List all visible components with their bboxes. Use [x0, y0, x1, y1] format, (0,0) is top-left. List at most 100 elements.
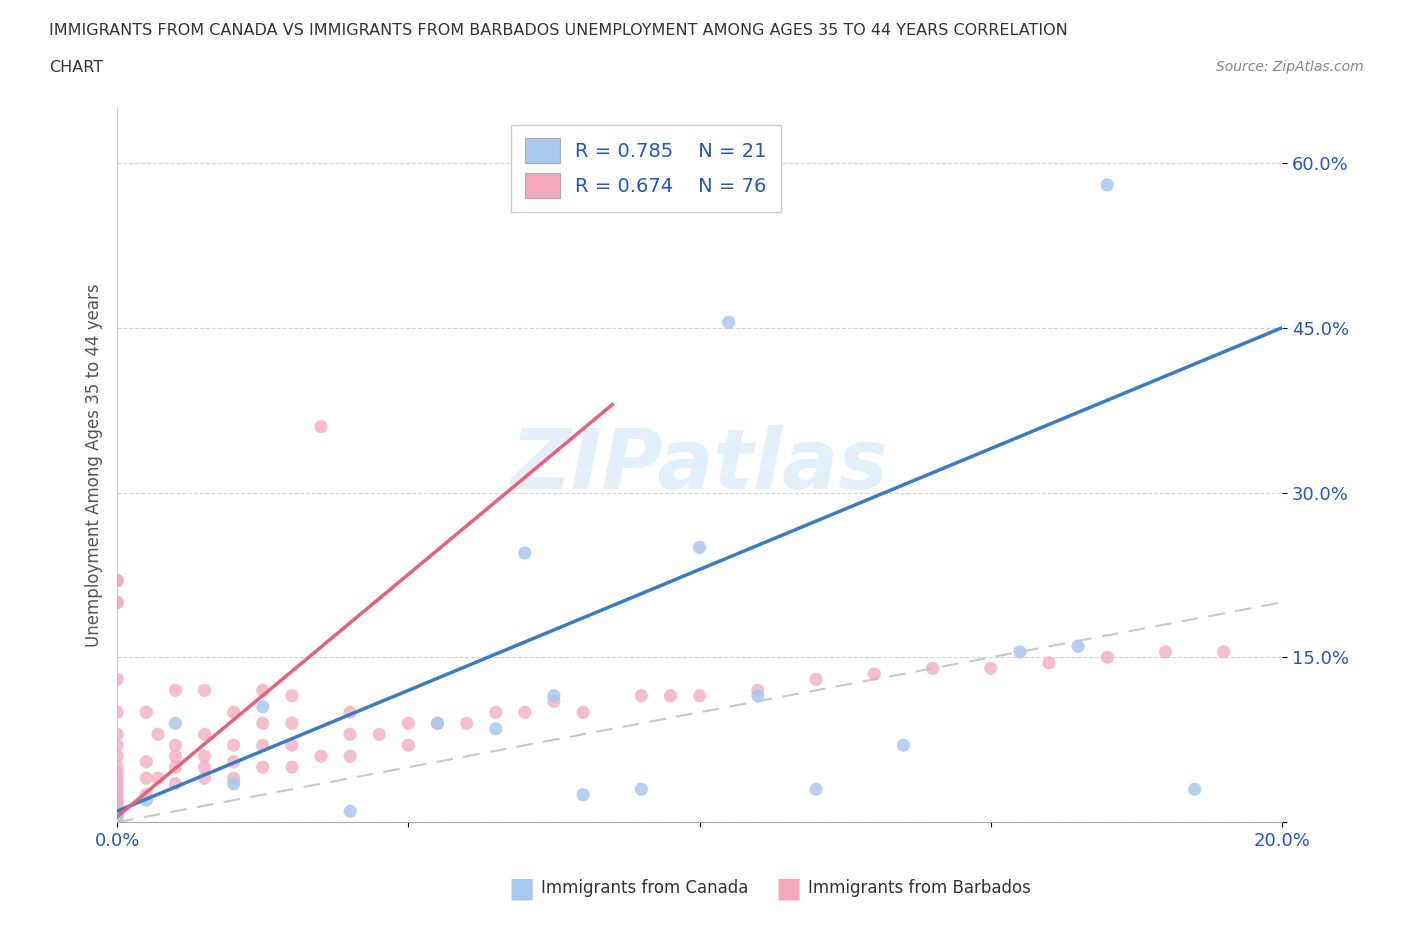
Point — [105, 809, 128, 824]
Point — [1097, 178, 1119, 193]
Point — [105, 737, 128, 752]
Point — [339, 804, 361, 818]
Point — [193, 771, 215, 786]
Point — [1212, 644, 1234, 659]
Point — [921, 661, 943, 676]
Point — [630, 782, 652, 797]
Point — [252, 737, 274, 752]
Point — [747, 683, 769, 698]
Point — [513, 546, 536, 561]
Point — [426, 716, 449, 731]
Point — [252, 760, 274, 775]
Point — [105, 771, 128, 786]
Point — [193, 683, 215, 698]
Point — [105, 727, 128, 742]
Point — [513, 705, 536, 720]
Point — [339, 705, 361, 720]
Point — [893, 737, 915, 752]
Point — [1008, 644, 1031, 659]
Point — [105, 777, 128, 791]
Point — [485, 722, 508, 737]
Point — [135, 788, 157, 803]
Point — [252, 683, 274, 698]
Point — [747, 688, 769, 703]
Point — [980, 661, 1002, 676]
Point — [105, 595, 128, 610]
Point — [252, 716, 274, 731]
Point — [105, 765, 128, 780]
Point — [165, 683, 187, 698]
Point — [193, 727, 215, 742]
Point — [252, 699, 274, 714]
Point — [309, 749, 332, 764]
Point — [485, 705, 508, 720]
Point — [165, 760, 187, 775]
Text: Source: ZipAtlas.com: Source: ZipAtlas.com — [1216, 60, 1364, 74]
Text: ■: ■ — [508, 874, 534, 902]
Point — [165, 749, 187, 764]
Point — [105, 595, 128, 610]
Text: ■: ■ — [775, 874, 801, 902]
Text: ZIPatlas: ZIPatlas — [510, 425, 889, 506]
Point — [165, 737, 187, 752]
Point — [281, 688, 304, 703]
Point — [572, 705, 595, 720]
Point — [863, 667, 886, 682]
Point — [281, 716, 304, 731]
Point — [804, 671, 827, 686]
Point — [105, 792, 128, 807]
Text: IMMIGRANTS FROM CANADA VS IMMIGRANTS FROM BARBADOS UNEMPLOYMENT AMONG AGES 35 TO: IMMIGRANTS FROM CANADA VS IMMIGRANTS FRO… — [49, 23, 1069, 38]
Point — [222, 754, 245, 769]
Point — [339, 749, 361, 764]
Text: CHART: CHART — [49, 60, 103, 75]
Point — [659, 688, 682, 703]
Point — [222, 771, 245, 786]
Point — [105, 760, 128, 775]
Point — [572, 788, 595, 803]
Point — [543, 694, 565, 709]
Point — [1154, 644, 1177, 659]
Point — [105, 788, 128, 803]
Point — [105, 804, 128, 818]
Legend: R = 0.785    N = 21, R = 0.674    N = 76: R = 0.785 N = 21, R = 0.674 N = 76 — [512, 125, 780, 212]
Point — [165, 777, 187, 791]
Text: Immigrants from Barbados: Immigrants from Barbados — [808, 879, 1032, 897]
Point — [105, 705, 128, 720]
Text: Immigrants from Canada: Immigrants from Canada — [541, 879, 748, 897]
Point — [222, 737, 245, 752]
Point — [368, 727, 391, 742]
Point — [146, 727, 169, 742]
Point — [105, 795, 128, 810]
Point — [543, 688, 565, 703]
Point — [222, 705, 245, 720]
Point — [456, 716, 478, 731]
Point — [339, 727, 361, 742]
Point — [630, 688, 652, 703]
Point — [309, 419, 332, 434]
Point — [1184, 782, 1206, 797]
Point — [281, 760, 304, 775]
Y-axis label: Unemployment Among Ages 35 to 44 years: Unemployment Among Ages 35 to 44 years — [86, 284, 103, 647]
Point — [396, 716, 419, 731]
Point — [105, 671, 128, 686]
Point — [105, 806, 128, 821]
Point — [135, 754, 157, 769]
Point — [689, 540, 711, 555]
Point — [1067, 639, 1090, 654]
Point — [135, 705, 157, 720]
Point — [135, 792, 157, 807]
Point — [193, 760, 215, 775]
Point — [689, 688, 711, 703]
Point — [281, 737, 304, 752]
Point — [105, 749, 128, 764]
Point — [105, 798, 128, 813]
Point — [105, 573, 128, 588]
Point — [717, 315, 740, 330]
Point — [146, 771, 169, 786]
Point — [193, 749, 215, 764]
Point — [165, 716, 187, 731]
Point — [1097, 650, 1119, 665]
Point — [222, 777, 245, 791]
Point — [396, 737, 419, 752]
Point — [135, 771, 157, 786]
